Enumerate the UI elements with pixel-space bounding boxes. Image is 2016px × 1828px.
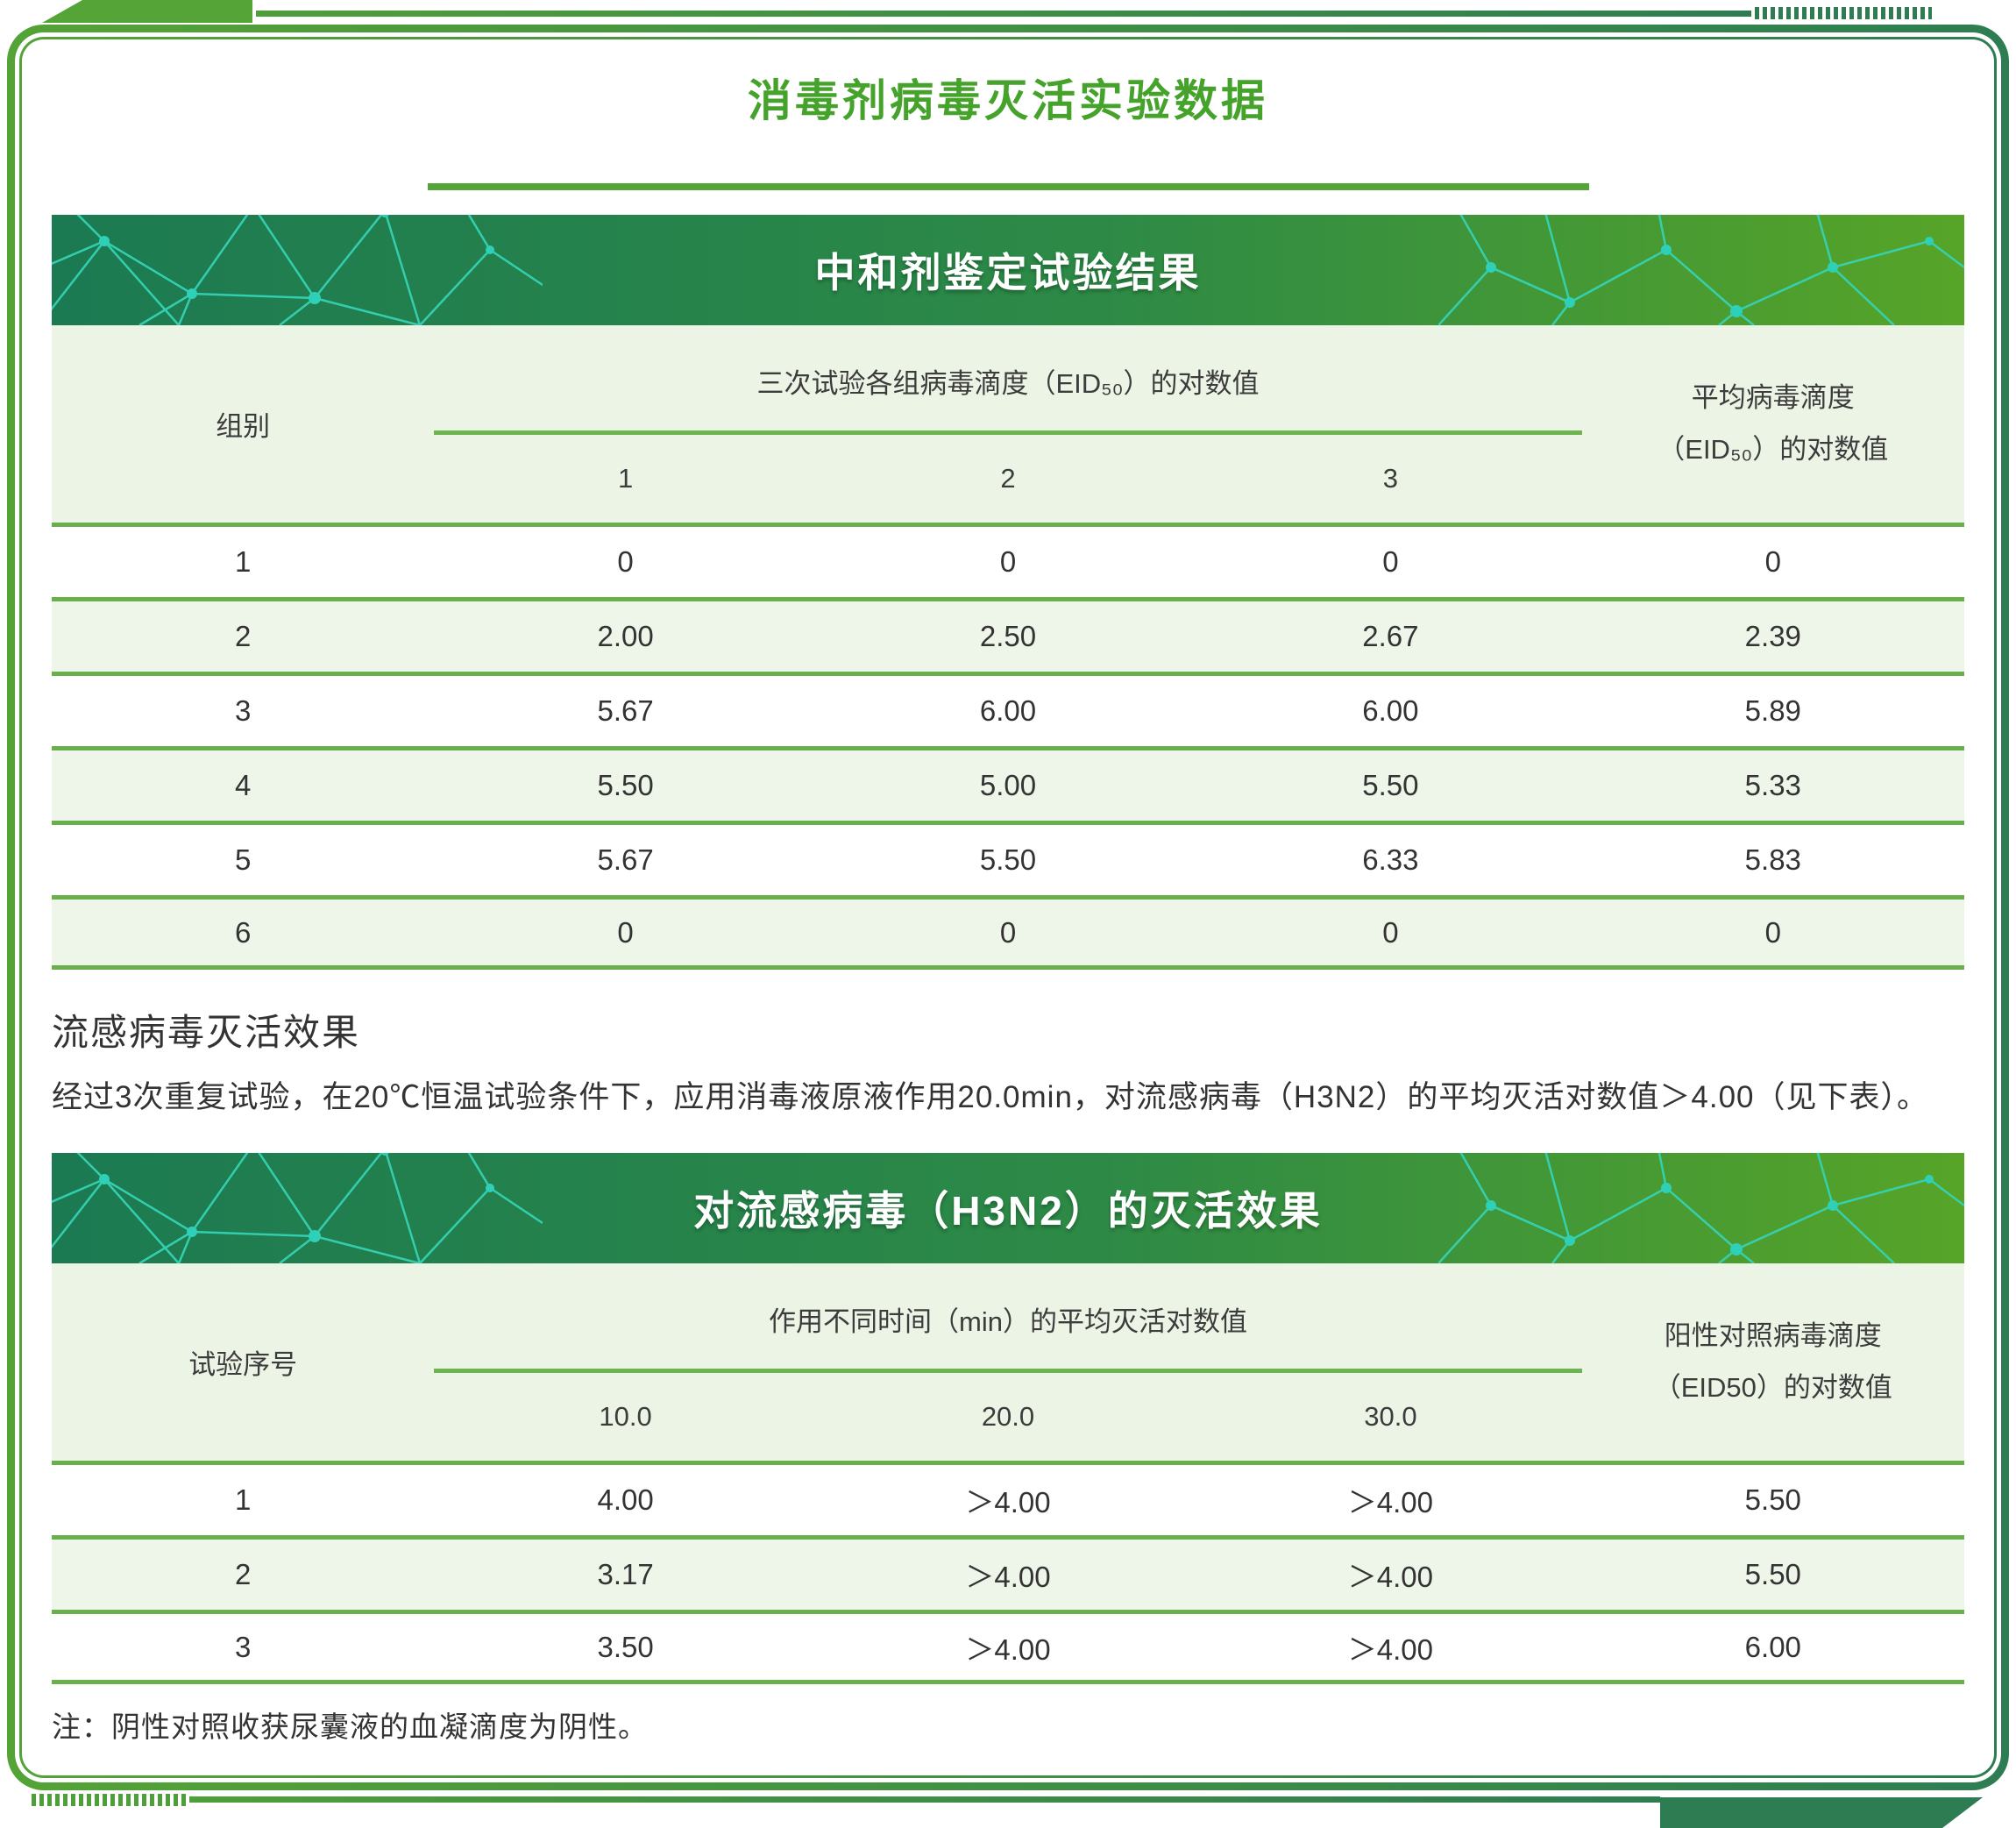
table1-banner: 中和剂鉴定试验结果 (52, 215, 1964, 325)
table-cell: 5.00 (979, 769, 1037, 801)
table-cell: ＞4.00 (1347, 1632, 1433, 1666)
table2-subheader-3: 30.0 (1364, 1401, 1417, 1432)
table-cell: 0 (999, 545, 1017, 578)
table-row: 5 5.67 5.50 6.33 5.83 (52, 821, 1964, 895)
top-right-dash-pattern (1755, 7, 1932, 19)
table-cell: 0 (617, 545, 634, 578)
table-row: 4 5.50 5.00 5.50 5.33 (52, 746, 1964, 821)
table-cell: 6 (235, 915, 252, 949)
table-cell: 3 (235, 1630, 252, 1663)
content-area: 消毒剂病毒灭活实验数据 (22, 39, 1994, 1775)
table-cell: 2.00 (597, 620, 654, 652)
table-cell: 5.89 (1744, 694, 1801, 727)
table2-header: 试验序号 作用不同时间（min）的平均灭活对数值 阳性对照病毒滴度 （EID50… (52, 1263, 1964, 1461)
table-cell: 1 (235, 545, 252, 578)
table-cell: 5.50 (1362, 769, 1419, 801)
table-cell: 2 (235, 1558, 252, 1590)
table-row: 6 0 0 0 0 (52, 895, 1964, 970)
page-title: 消毒剂病毒灭活实验数据 (748, 76, 1268, 125)
table-cell: 5.50 (1744, 1483, 1801, 1516)
inner-frame-line: 消毒剂病毒灭活实验数据 (19, 37, 1997, 1778)
table-cell: 5 (235, 843, 252, 876)
table-cell: ＞4.00 (1347, 1486, 1433, 1519)
table1-subheader-3: 3 (1382, 463, 1399, 494)
footnote: 注：阴性对照收获尿囊液的血凝滴度为阴性。 (52, 1711, 648, 1743)
bottom-left-dash-pattern (32, 1794, 186, 1806)
table-cell: 0 (1382, 915, 1399, 949)
table-row: 2 2.00 2.50 2.67 2.39 (52, 597, 1964, 672)
table-cell: 3.17 (597, 1558, 654, 1590)
table-cell: 0 (1764, 545, 1781, 578)
table1-header: 组别 三次试验各组病毒滴度（EID₅₀）的对数值 平均病毒滴度 （EID₅₀）的… (52, 325, 1964, 523)
table-cell: ＞4.00 (965, 1632, 1051, 1666)
top-left-green-band (42, 0, 252, 23)
table1-subheader-1: 1 (617, 463, 634, 494)
table-cell: 0 (1382, 545, 1399, 578)
table1-avg-header-line2: （EID₅₀）的对数值 (1658, 433, 1889, 465)
table-cell: 1 (235, 1483, 252, 1516)
table-cell: 5.50 (597, 769, 654, 801)
table-row: 1 4.00 ＞4.00 ＞4.00 5.50 (52, 1461, 1964, 1535)
network-decoration-icon (52, 1153, 543, 1263)
bottom-green-line (189, 1796, 1660, 1803)
title-underline (427, 183, 1589, 190)
table-row: 1 0 0 0 0 (52, 523, 1964, 597)
table-cell: 4 (235, 769, 252, 801)
table1-group-header: 组别 (216, 411, 271, 442)
table-cell: 5.67 (597, 694, 654, 727)
section-heading: 流感病毒灭活效果 (52, 1012, 361, 1053)
frame-gap: 消毒剂病毒灭活实验数据 (15, 32, 2001, 1782)
table2-avg-header: 阳性对照病毒滴度 （EID50）的对数值 (1582, 1263, 1964, 1461)
table-cell: 3.50 (597, 1630, 654, 1663)
section-paragraph: 经过3次重复试验，在20℃恒温试验条件下，应用消毒液原液作用20.0min，对流… (52, 1080, 1929, 1114)
table-cell: 5.33 (1744, 769, 1801, 801)
table1-span-header: 三次试验各组病毒滴度（EID₅₀）的对数值 (434, 325, 1582, 435)
table1-avg-header-line1: 平均病毒滴度 (1691, 381, 1855, 413)
table-cell: 6.00 (1744, 1630, 1801, 1663)
network-decoration-icon (1438, 215, 1964, 325)
table-cell: 5.67 (597, 843, 654, 876)
bottom-right-green-band (1660, 1797, 1983, 1828)
table-cell: 0 (617, 915, 634, 949)
table2-avg-header-line2: （EID50）的对数值 (1653, 1371, 1892, 1403)
top-green-line (256, 11, 1751, 17)
table-cell: 5.50 (1744, 1558, 1801, 1590)
table-cell: ＞4.00 (965, 1486, 1051, 1519)
network-decoration-icon (1438, 1153, 1964, 1263)
table-cell: 6.33 (1362, 843, 1419, 876)
table-cell: 2.39 (1744, 620, 1801, 652)
network-decoration-icon (52, 215, 543, 325)
table-cell: 6.00 (979, 694, 1037, 727)
table-cell: ＞4.00 (1347, 1561, 1433, 1593)
table1-banner-title: 中和剂鉴定试验结果 (814, 250, 1202, 295)
table-row: 2 3.17 ＞4.00 ＞4.00 5.50 (52, 1535, 1964, 1610)
table2-banner: 对流感病毒（H3N2）的灭活效果 (52, 1153, 1964, 1263)
table-cell: 5.83 (1744, 843, 1801, 876)
table2-group-header: 试验序号 (188, 1349, 298, 1380)
table-cell: 0 (999, 915, 1017, 949)
table-cell: 3 (235, 694, 252, 727)
table2-avg-header-line1: 阳性对照病毒滴度 (1664, 1319, 1882, 1351)
table-cell: 0 (1764, 915, 1781, 949)
table2-span-header: 作用不同时间（min）的平均灭活对数值 (434, 1263, 1582, 1373)
table-cell: 6.00 (1362, 694, 1419, 727)
table2-banner-title: 对流感病毒（H3N2）的灭活效果 (693, 1188, 1323, 1234)
table2-subheader-2: 20.0 (981, 1401, 1035, 1432)
table-cell: 2 (235, 620, 252, 652)
table-cell: 2.50 (979, 620, 1037, 652)
table-cell: 2.67 (1362, 620, 1419, 652)
h3n2-table: 对流感病毒（H3N2）的灭活效果 试验序号 作用不同时间（min）的平均灭活对数… (52, 1153, 1964, 1684)
table-cell: ＞4.00 (965, 1561, 1051, 1593)
table-row: 3 5.67 6.00 6.00 5.89 (52, 672, 1964, 746)
outer-frame: 消毒剂病毒灭活实验数据 (7, 25, 2009, 1790)
table-row: 3 3.50 ＞4.00 ＞4.00 6.00 (52, 1610, 1964, 1684)
table-cell: 4.00 (597, 1483, 654, 1516)
table1-avg-header: 平均病毒滴度 （EID₅₀）的对数值 (1582, 325, 1964, 523)
neutralizer-table: 中和剂鉴定试验结果 组别 三次试验各组病毒滴度（EID₅₀）的对数值 平均病毒滴… (52, 215, 1964, 970)
table-cell: 5.50 (979, 843, 1037, 876)
table1-subheader-2: 2 (1000, 463, 1016, 494)
table2-subheader-1: 10.0 (599, 1401, 652, 1432)
